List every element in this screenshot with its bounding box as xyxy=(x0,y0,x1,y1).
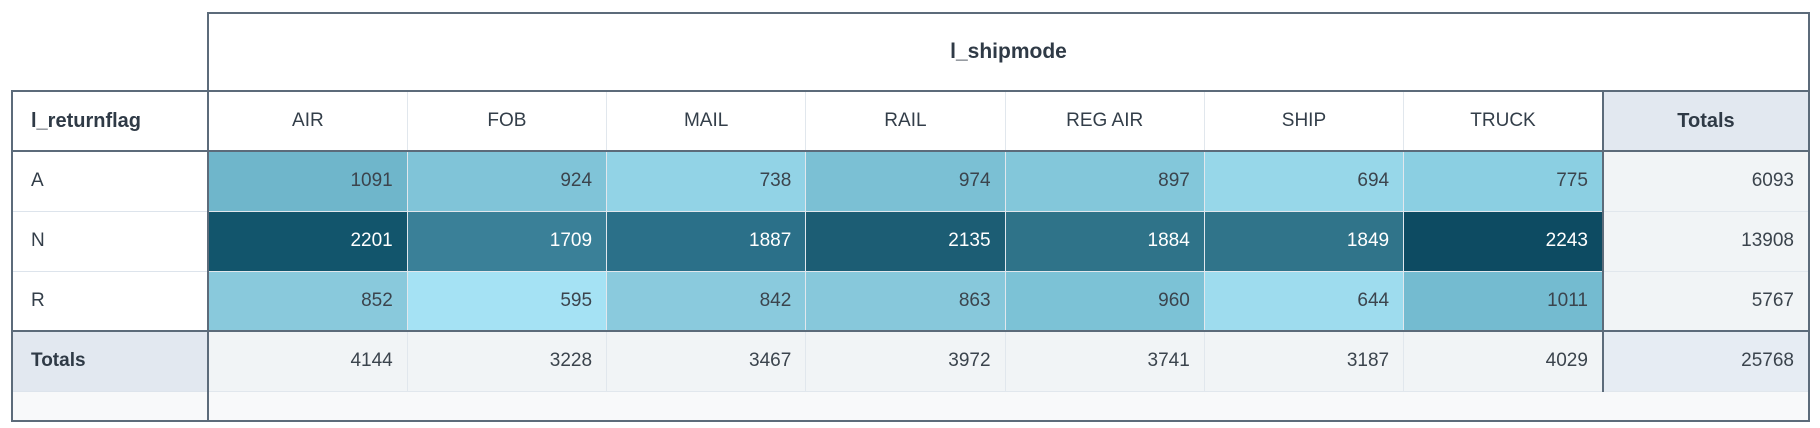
column-total-truck[interactable]: 4029 xyxy=(1403,330,1604,392)
column-total-rail[interactable]: 3972 xyxy=(805,330,1006,392)
data-row-n: N 2201 1709 1887 2135 1884 1849 2243 13908 xyxy=(11,210,1811,272)
cell-n-truck[interactable]: 2243 xyxy=(1403,210,1604,272)
cell-a-fob[interactable]: 924 xyxy=(406,150,608,212)
data-row-a: A 1091 924 738 974 897 694 775 6093 xyxy=(11,150,1811,212)
cell-a-air[interactable]: 1091 xyxy=(207,150,408,212)
column-header-rail[interactable]: RAIL xyxy=(805,90,1006,152)
totals-row: Totals 4144 3228 3467 3972 3741 3187 4029 25768 xyxy=(11,330,1811,392)
cell-r-fob[interactable]: 595 xyxy=(406,270,608,332)
row-label-a[interactable]: A xyxy=(11,150,209,212)
cell-n-reg-air[interactable]: 1884 xyxy=(1004,210,1205,272)
cell-n-air[interactable]: 2201 xyxy=(207,210,408,272)
cell-r-rail[interactable]: 863 xyxy=(805,270,1006,332)
cell-n-mail[interactable]: 1887 xyxy=(606,210,807,272)
row-total-a[interactable]: 6093 xyxy=(1601,150,1811,212)
column-total-air[interactable]: 4144 xyxy=(207,330,408,392)
cell-a-reg-air[interactable]: 897 xyxy=(1004,150,1205,212)
row-total-r[interactable]: 5767 xyxy=(1601,270,1811,332)
cell-n-ship[interactable]: 1849 xyxy=(1203,210,1405,272)
cell-r-ship[interactable]: 644 xyxy=(1203,270,1405,332)
column-total-mail[interactable]: 3467 xyxy=(606,330,807,392)
row-label-r[interactable]: R xyxy=(11,270,209,332)
pivot-table: l_shipmode l_returnflag AIR FOB MAIL RAIL RE… xyxy=(11,12,1811,422)
column-axis-row: l_shipmode xyxy=(12,12,1810,92)
column-header-fob[interactable]: FOB xyxy=(406,90,608,152)
cell-n-fob[interactable]: 1709 xyxy=(406,210,608,272)
bottom-strip-main xyxy=(207,390,1810,422)
column-header-ship[interactable]: SHIP xyxy=(1203,90,1405,152)
column-header-truck[interactable]: TRUCK xyxy=(1403,90,1604,152)
column-header-reg-air[interactable]: REG AIR xyxy=(1004,90,1205,152)
cell-r-truck[interactable]: 1011 xyxy=(1403,270,1604,332)
cell-n-rail[interactable]: 2135 xyxy=(805,210,1006,272)
cell-a-rail[interactable]: 974 xyxy=(805,150,1006,212)
row-label-n[interactable]: N xyxy=(11,210,209,272)
bottom-strip-row xyxy=(11,390,1810,422)
row-total-n[interactable]: 13908 xyxy=(1601,210,1811,272)
cell-r-mail[interactable]: 842 xyxy=(606,270,807,332)
column-axis-title: l_shipmode xyxy=(207,12,1810,92)
bottom-strip-left xyxy=(11,390,209,422)
totals-row-label[interactable]: Totals xyxy=(11,330,209,392)
cell-a-ship[interactable]: 694 xyxy=(1203,150,1405,212)
cell-r-air[interactable]: 852 xyxy=(207,270,408,332)
cell-a-truck[interactable]: 775 xyxy=(1403,150,1604,212)
cell-a-mail[interactable]: 738 xyxy=(606,150,807,212)
column-total-reg-air[interactable]: 3741 xyxy=(1004,330,1205,392)
column-header-totals[interactable]: Totals xyxy=(1601,90,1811,152)
column-total-fob[interactable]: 3228 xyxy=(406,330,608,392)
column-total-ship[interactable]: 3187 xyxy=(1203,330,1405,392)
header-row: l_returnflag AIR FOB MAIL RAIL REG AIR SHIP TR… xyxy=(11,90,1811,152)
grand-total[interactable]: 25768 xyxy=(1601,330,1811,392)
column-header-mail[interactable]: MAIL xyxy=(606,90,807,152)
row-axis-title: l_returnflag xyxy=(11,90,209,152)
cell-r-reg-air[interactable]: 960 xyxy=(1004,270,1205,332)
data-row-r: R 852 595 842 863 960 644 1011 5767 xyxy=(11,270,1811,332)
column-header-air[interactable]: AIR xyxy=(207,90,408,152)
corner-blank xyxy=(12,13,208,91)
